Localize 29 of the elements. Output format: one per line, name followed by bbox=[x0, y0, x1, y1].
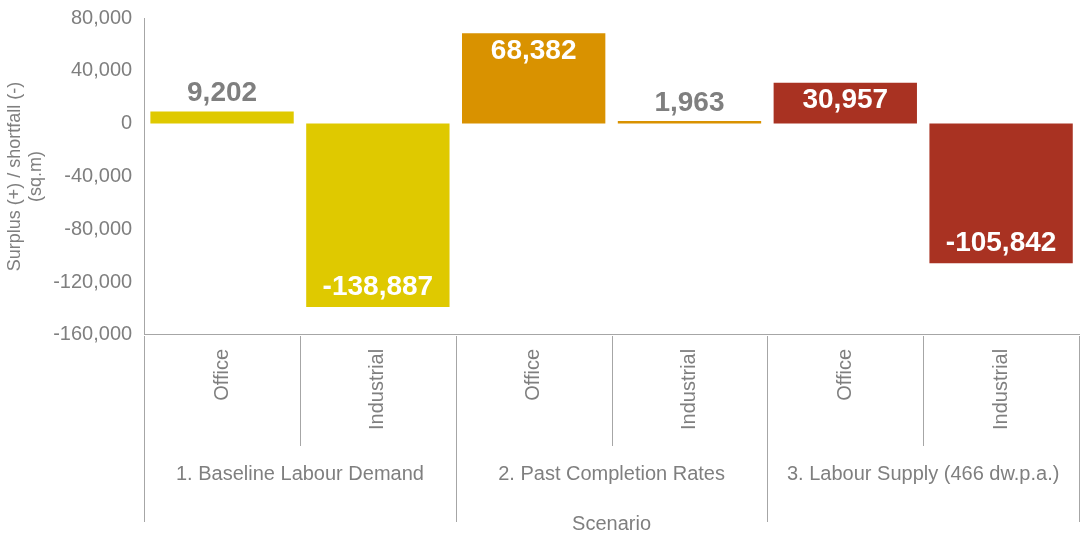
x-tick-label: Office bbox=[209, 348, 232, 401]
x-tick-label: Office bbox=[832, 348, 855, 401]
bar bbox=[150, 111, 294, 124]
bar bbox=[617, 121, 762, 124]
bar bbox=[306, 123, 450, 307]
text: 2. Past Completion Rates bbox=[498, 461, 725, 484]
text: 3. Labour Supply (466 dw.p.a.) bbox=[786, 461, 1060, 484]
bar bbox=[929, 123, 1073, 264]
x-axis-title: Scenario bbox=[572, 511, 652, 534]
data-label: -105,842 bbox=[945, 226, 1057, 258]
y-tick-label: 0 bbox=[121, 111, 133, 134]
x-tick-label: Office bbox=[521, 348, 544, 401]
text: 1. Baseline Labour Demand bbox=[175, 461, 424, 484]
y-tick-label: 80,000 bbox=[70, 5, 133, 28]
data-label: -138,887 bbox=[322, 269, 434, 301]
x-tick-label: Industrial bbox=[988, 348, 1011, 430]
y-tick-label: -120,000 bbox=[53, 269, 133, 292]
y-tick-label: -160,000 bbox=[53, 322, 133, 345]
y-tick-label: 40,000 bbox=[70, 58, 133, 81]
data-label: 1,963 bbox=[654, 85, 725, 117]
x-tick-label: Industrial bbox=[365, 348, 388, 430]
data-label: 9,202 bbox=[187, 76, 258, 108]
data-label: 68,382 bbox=[490, 34, 577, 66]
bar bbox=[462, 33, 606, 124]
y-tick-label: -80,000 bbox=[64, 216, 133, 239]
y-tick-label: -40,000 bbox=[64, 163, 133, 186]
data-label: 30,957 bbox=[802, 83, 889, 115]
x-tick-label: Industrial bbox=[677, 348, 699, 430]
y-axis-title: Surplus (+) / shortfall (-) (sq.m) bbox=[3, 81, 46, 272]
